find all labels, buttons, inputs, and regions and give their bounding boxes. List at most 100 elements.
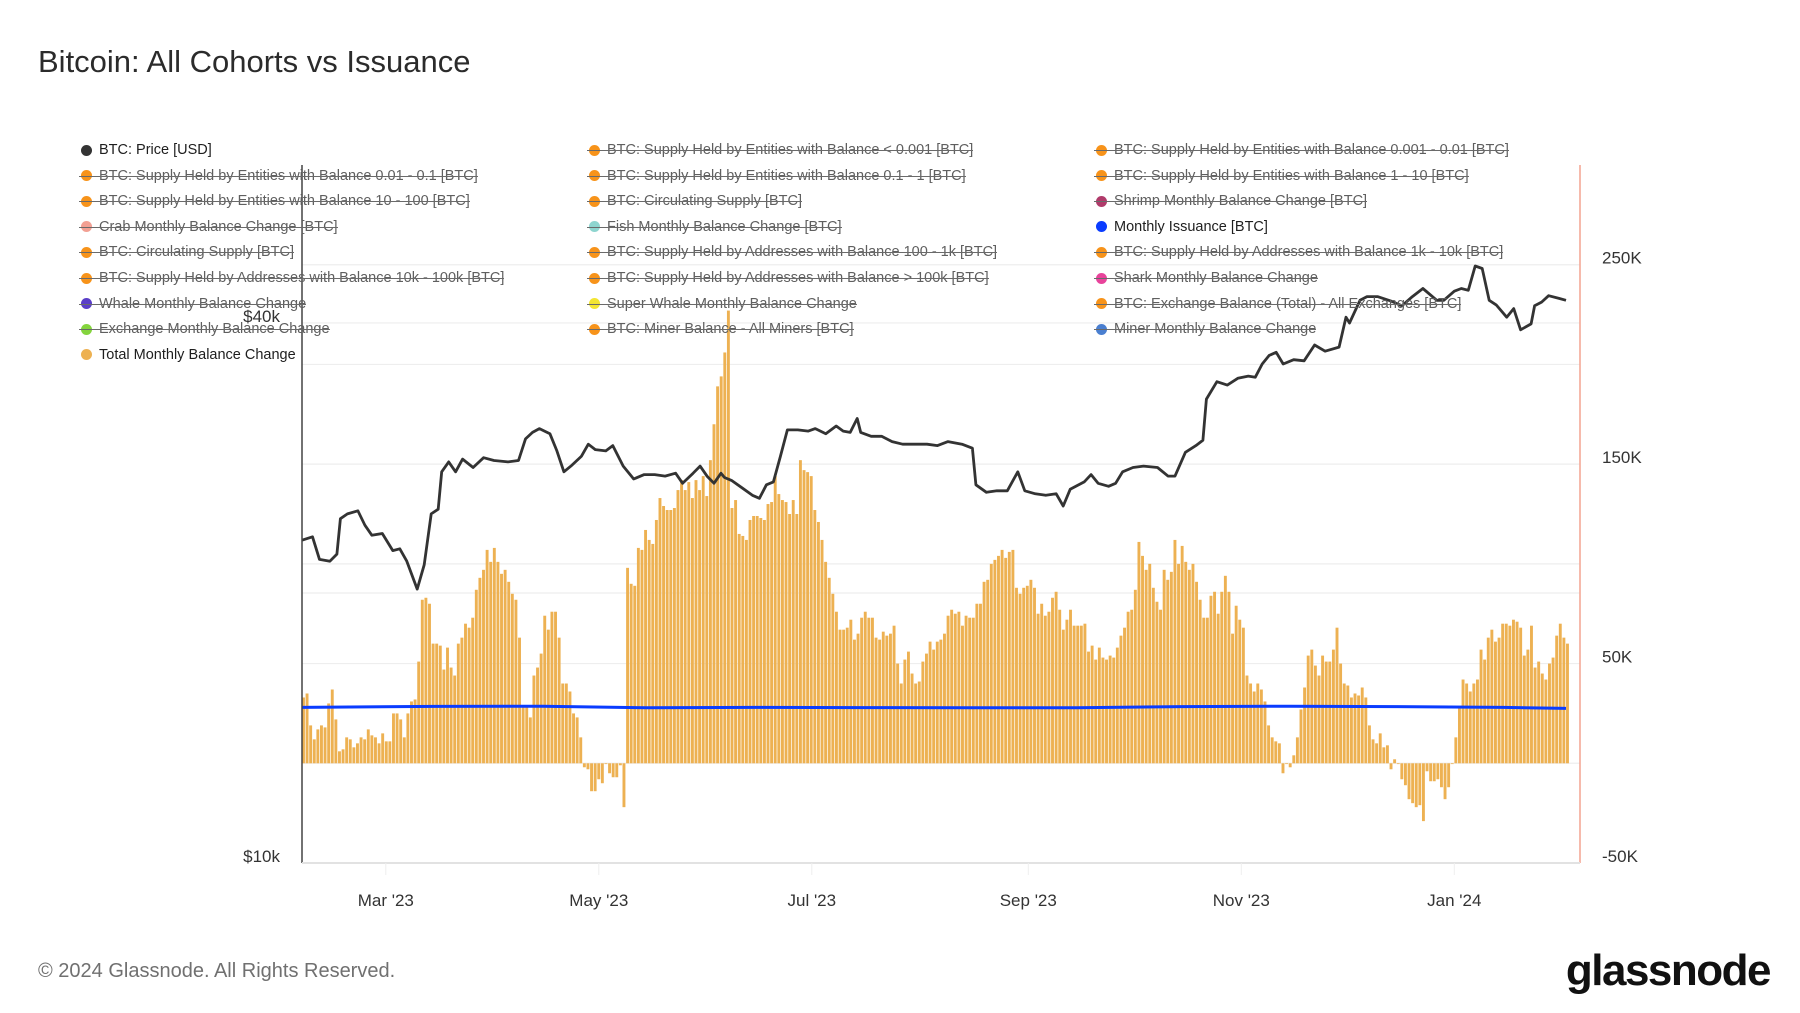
legend-dot-icon [589, 298, 600, 310]
legend-item[interactable]: BTC: Supply Held by Addresses with Balan… [587, 268, 989, 288]
bar [1421, 763, 1425, 822]
legend-item[interactable]: BTC: Supply Held by Addresses with Balan… [586, 242, 998, 262]
bar [1144, 569, 1148, 764]
bar [608, 763, 612, 774]
bar [986, 579, 990, 764]
legend-dot-icon [589, 144, 600, 156]
legend-dot-icon [81, 298, 92, 310]
legend-item[interactable]: BTC: Miner Balance - All Miners [BTC] [587, 319, 854, 339]
bar [1252, 691, 1256, 764]
bar [1061, 629, 1065, 764]
legend-item[interactable]: Miner Monthly Balance Change [1093, 319, 1317, 339]
legend-item[interactable]: Exchange Monthly Balance Change [79, 319, 330, 339]
bar [1097, 647, 1101, 764]
legend-dot-icon [1096, 323, 1107, 335]
bar [1281, 763, 1285, 774]
bar [647, 539, 651, 764]
bar [572, 713, 575, 764]
bar [910, 673, 914, 764]
bar [712, 424, 716, 764]
bar [726, 310, 730, 764]
bar [856, 633, 860, 764]
bar [1094, 659, 1098, 764]
bar [831, 593, 835, 764]
bar [1317, 675, 1321, 764]
bar [1439, 763, 1443, 788]
legend-item[interactable]: BTC: Supply Held by Entities with Balanc… [1094, 140, 1509, 160]
legend-item[interactable]: BTC: Circulating Supply [BTC] [586, 191, 803, 211]
legend-item[interactable]: Monthly Issuance [BTC] [1096, 217, 1268, 237]
legend-dot-icon [1096, 221, 1107, 233]
legend-item[interactable]: BTC: Supply Held by Addresses with Balan… [78, 268, 505, 288]
bar [1166, 579, 1170, 764]
bar [842, 629, 846, 764]
bar [532, 675, 536, 764]
bar [885, 635, 889, 764]
bar [762, 519, 766, 764]
legend-item[interactable]: Shrimp Monthly Balance Change [BTC] [1093, 191, 1368, 211]
legend-item[interactable]: BTC: Circulating Supply [BTC] [78, 242, 295, 262]
bar [356, 743, 359, 764]
bar [1411, 763, 1415, 804]
legend-item[interactable]: Whale Monthly Balance Change [78, 294, 307, 314]
legend-label: Shrimp Monthly Balance Change [BTC] [1114, 193, 1368, 210]
bar [536, 667, 539, 764]
legend-item[interactable]: BTC: Supply Held by Entities with Balanc… [586, 140, 974, 160]
bar [1007, 551, 1011, 764]
bar [546, 629, 550, 764]
bar [312, 739, 316, 764]
legend-item[interactable]: BTC: Supply Held by Entities with Balanc… [587, 166, 966, 186]
legend-label: Fish Monthly Balance Change [BTC] [607, 218, 842, 235]
bar [359, 737, 363, 764]
bar [1285, 763, 1289, 765]
bar [500, 573, 503, 764]
bar [424, 597, 428, 764]
bar [1018, 593, 1022, 764]
legend-item[interactable]: BTC: Supply Held by Entities with Balanc… [79, 191, 470, 211]
bar [575, 717, 579, 764]
bar [676, 490, 680, 764]
bar [1047, 611, 1051, 764]
legend-item[interactable]: Crab Monthly Balance Change [BTC] [79, 217, 338, 237]
bar [384, 741, 388, 764]
legend-item[interactable]: Total Monthly Balance Change [81, 345, 296, 365]
bar [1195, 581, 1199, 764]
legend-item[interactable]: BTC: Exchange Balance (Total) - All Exch… [1093, 294, 1462, 314]
legend-dot-icon [589, 323, 600, 335]
bar [979, 603, 982, 764]
bar [1407, 763, 1411, 800]
bar [1227, 591, 1231, 764]
bar [611, 763, 615, 778]
bar [683, 490, 687, 764]
bar [525, 707, 529, 764]
legend-label: BTC: Supply Held by Addresses with Balan… [607, 270, 989, 286]
bar [1303, 687, 1307, 764]
bar [806, 472, 810, 764]
bar [345, 737, 349, 764]
bar [788, 514, 792, 764]
bar [1321, 655, 1325, 764]
bar [615, 763, 619, 778]
bar [338, 751, 341, 764]
bar [453, 675, 457, 764]
legend-item[interactable]: Shark Monthly Balance Change [1094, 268, 1318, 288]
legend-label: BTC: Circulating Supply [BTC] [607, 193, 803, 210]
legend-item[interactable]: Super Whale Monthly Balance Change [587, 294, 857, 314]
bar [748, 519, 752, 764]
legend-item[interactable]: Fish Monthly Balance Change [BTC] [587, 217, 842, 237]
legend: BTC: Price [USD] BTC: Supply Held by Enti… [0, 0, 1800, 400]
legend-item[interactable]: BTC: Supply Held by Entities with Balanc… [1094, 166, 1469, 186]
legend-item[interactable]: BTC: Supply Held by Entities with Balanc… [79, 166, 478, 186]
legend-label: BTC: Supply Held by Entities with Balanc… [607, 167, 966, 184]
bar [1382, 747, 1386, 764]
bar [896, 663, 900, 764]
legend-dot-icon [589, 221, 600, 233]
bar [377, 743, 381, 764]
bar [1429, 763, 1433, 782]
bar [1267, 725, 1271, 764]
legend-item[interactable]: BTC: Price [USD] [81, 140, 212, 160]
bar [399, 719, 403, 764]
bar [1468, 691, 1472, 764]
legend-item[interactable]: BTC: Supply Held by Addresses with Balan… [1093, 242, 1504, 262]
bar [1476, 679, 1479, 764]
